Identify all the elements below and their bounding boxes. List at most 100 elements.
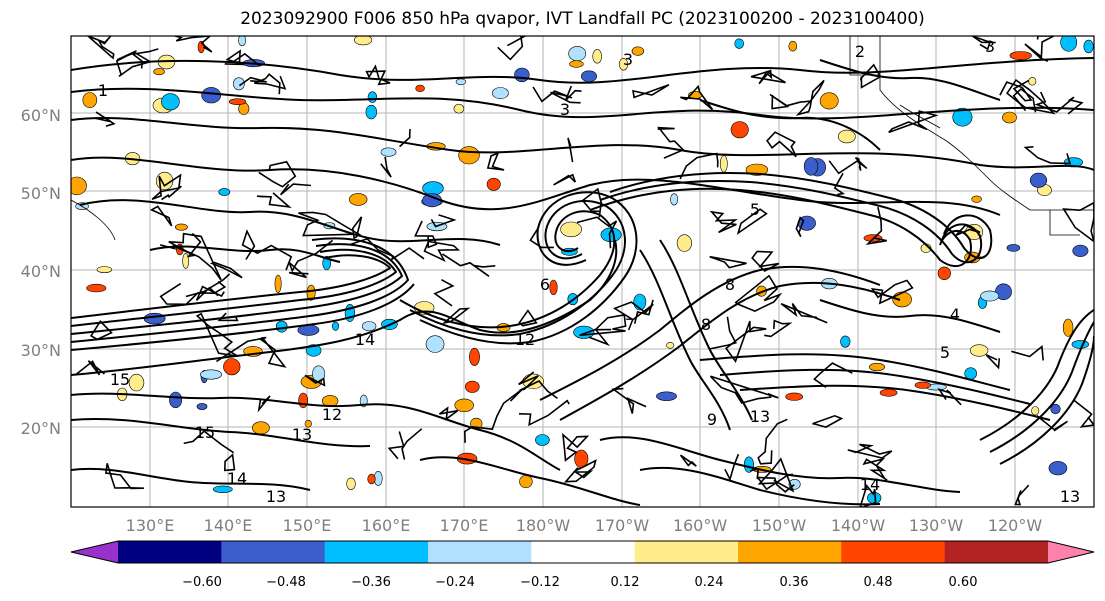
contour-segment <box>1011 345 1044 361</box>
qvapor-anomaly-patch <box>1060 36 1078 52</box>
contour-segment <box>766 131 797 158</box>
qvapor-anomaly-patch <box>840 335 851 348</box>
contour-segment <box>734 274 783 312</box>
colorbar-tick-label: 0.48 <box>864 575 893 590</box>
contour-value-label: 2 <box>855 42 865 61</box>
qvapor-anomaly-patch <box>349 193 368 206</box>
colorbar-segment <box>531 541 636 563</box>
qvapor-anomaly-patch <box>631 46 645 56</box>
contour-value-label: 5 <box>750 200 760 219</box>
contour-segment <box>999 79 1033 102</box>
contour-value-label: 13 <box>266 487 286 506</box>
contour-segment <box>423 240 461 263</box>
contour-value-label: 13 <box>750 407 770 426</box>
qvapor-anomaly-patch <box>879 388 898 397</box>
qvapor-anomaly-patch <box>212 485 233 493</box>
contour-value-label: 8 <box>725 275 735 294</box>
qvapor-anomaly-patch <box>964 367 978 380</box>
contour-value-label: 4 <box>950 305 960 324</box>
qvapor-anomaly-patch <box>1028 77 1037 86</box>
qvapor-anomaly-patch <box>200 369 223 380</box>
latitude-labels: 60°N 50°N 40°N 30°N 20°N <box>21 106 61 438</box>
qvapor-anomaly-patch <box>486 177 501 191</box>
contour-segment <box>632 84 670 99</box>
contour-segment <box>576 216 618 249</box>
qvapor-anomaly-patch <box>331 321 339 331</box>
contour-segment <box>657 126 685 159</box>
qvapor-anomaly-patch <box>656 391 677 401</box>
contour-segment <box>279 183 312 196</box>
qvapor-anomaly-patch <box>367 473 376 485</box>
colorbar-tick-label: 0.60 <box>949 575 978 590</box>
colorbar-tick-label: −0.24 <box>435 575 475 590</box>
qvapor-anomaly-patch <box>837 129 856 144</box>
contour-segment <box>174 36 213 53</box>
contour-segment <box>564 85 582 101</box>
contour-segment <box>304 374 326 387</box>
contour-segment <box>159 280 227 306</box>
lon-label-160e: 160°E <box>362 516 411 535</box>
contour-segment <box>1024 36 1055 63</box>
qvapor-anomaly-patch <box>365 104 377 120</box>
qvapor-anomaly-patch <box>670 193 679 206</box>
lon-label-170w: 170°W <box>595 516 650 535</box>
contour-value-label: 12 <box>515 330 535 349</box>
map-title: 2023092900 F006 850 hPa qvapor, IVT Land… <box>240 9 925 29</box>
contour-value-label: 3 <box>623 50 633 69</box>
contour-segment <box>1062 201 1094 243</box>
qvapor-anomaly-patch <box>1031 406 1040 416</box>
contour-segment <box>750 69 786 85</box>
qvapor-anomaly-patch <box>367 91 378 103</box>
qvapor-anomaly-patch <box>1009 51 1032 60</box>
contour-value-label: 8 <box>701 315 711 334</box>
contour-value-label: 3 <box>985 37 995 56</box>
qvapor-anomaly-patch <box>1072 244 1089 257</box>
contour-segment <box>441 307 471 325</box>
contour-segment <box>870 279 914 305</box>
lon-label-150w: 150°W <box>752 516 807 535</box>
contour-value-label: 12 <box>322 405 342 424</box>
contour-segment <box>1023 146 1072 165</box>
contour-segment <box>238 76 267 87</box>
colorbar-tick-label: −0.60 <box>182 575 222 590</box>
contour-segment <box>518 371 558 400</box>
lon-label-170e: 170°E <box>440 516 489 535</box>
colorbar-tick-label: −0.48 <box>266 575 306 590</box>
contour-segment <box>518 309 538 327</box>
contour-segment <box>74 360 106 376</box>
qvapor-anomaly-patch <box>734 38 745 49</box>
qvapor-anomaly-patch <box>969 344 989 357</box>
qvapor-anomaly-patch <box>128 373 145 392</box>
qvapor-anomaly-patch <box>346 477 356 490</box>
colorbar-segment <box>428 541 532 563</box>
qvapor-anomaly-patch <box>232 77 245 91</box>
colorbar-segment <box>841 541 946 563</box>
qvapor-anomaly-patch <box>580 70 597 83</box>
contour-segment <box>105 463 144 490</box>
contour-segment <box>518 399 570 427</box>
qvapor-anomaly-patch <box>676 234 693 252</box>
qvapor-anomaly-patch <box>573 325 595 339</box>
contour-segment <box>1034 91 1084 115</box>
contour-segment <box>862 457 888 481</box>
colorbar-tick-labels: −0.60 −0.48 −0.36 −0.24 −0.12 0.12 0.24 … <box>182 575 977 590</box>
qvapor-anomaly-patch <box>1050 403 1061 415</box>
colorbar-tick-label: −0.12 <box>520 575 560 590</box>
colorbar-segment <box>738 541 842 563</box>
contour-segment <box>611 387 647 414</box>
contour-segment <box>224 49 261 67</box>
contour-segment <box>380 156 392 178</box>
contour-segment <box>985 354 1001 370</box>
lon-label-160w: 160°W <box>673 516 728 535</box>
map-border <box>70 35 1095 508</box>
qvapor-anomaly-patch <box>618 58 629 71</box>
contour-value-label: 1 <box>98 81 108 100</box>
lon-label-180w: 180°W <box>516 516 571 535</box>
qvapor-anomaly-patch <box>161 93 180 111</box>
qvapor-anomaly-patch <box>469 347 480 366</box>
contour-segment <box>161 185 182 201</box>
qvapor-anomaly-patch <box>275 320 288 333</box>
contour-segment <box>780 302 828 324</box>
colorbar-segment <box>634 541 739 563</box>
contour-segment <box>795 216 805 238</box>
